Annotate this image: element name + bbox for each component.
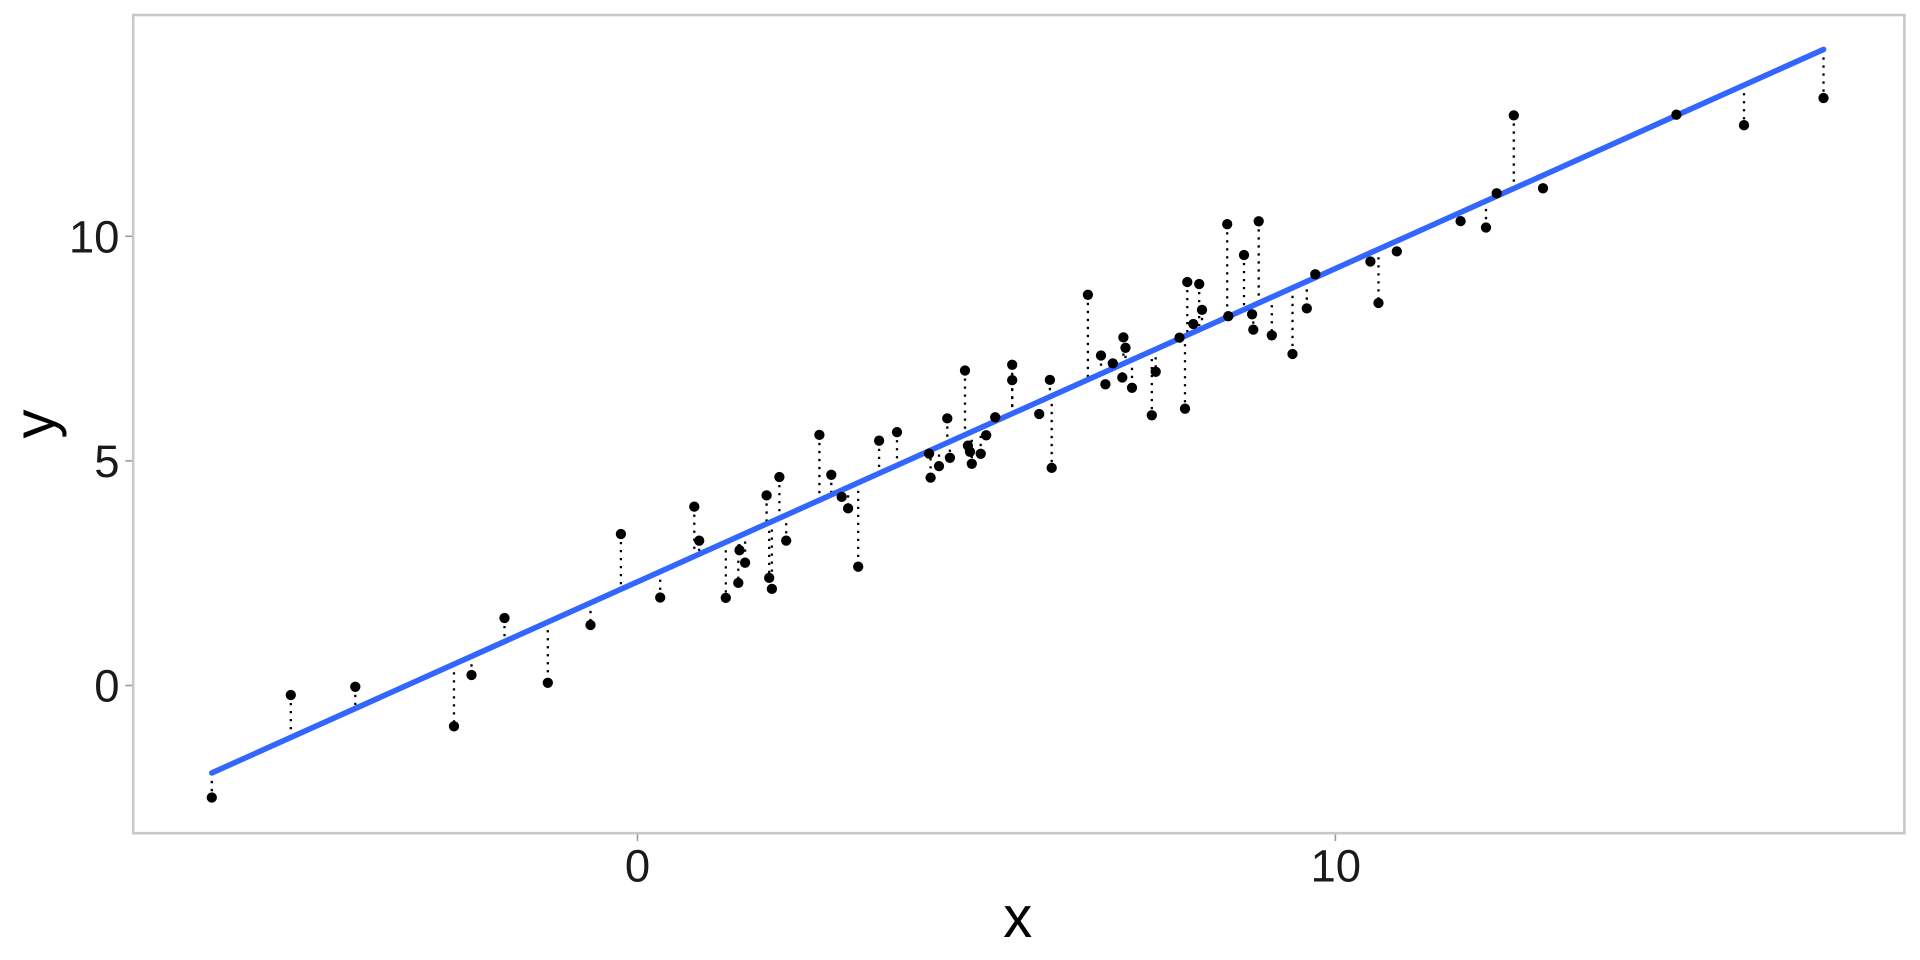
svg-text:10: 10 <box>69 212 120 263</box>
svg-text:5: 5 <box>94 436 119 487</box>
svg-text:y: y <box>3 410 68 439</box>
svg-text:x: x <box>1003 885 1032 950</box>
svg-text:0: 0 <box>94 661 119 712</box>
svg-text:0: 0 <box>625 840 650 891</box>
svg-text:10: 10 <box>1310 840 1361 891</box>
